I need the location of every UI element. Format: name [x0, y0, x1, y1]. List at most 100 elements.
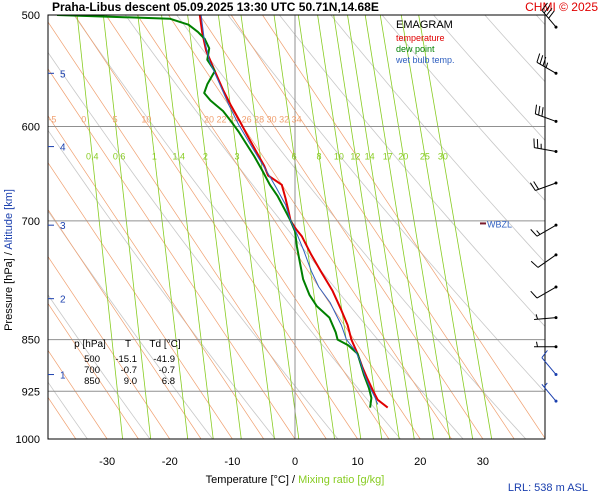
x-tick-label: -30 [99, 456, 115, 468]
isotherm-line [230, 15, 515, 439]
table-cell: -41.9 [153, 354, 175, 365]
wind-barb-shaft [534, 317, 557, 321]
table-cell: -0.7 [121, 365, 137, 376]
wind-barb-feather [541, 350, 548, 359]
isotherm-label: 20 [204, 115, 214, 125]
wind-barb-half-feather [536, 341, 538, 347]
y-axis-title: Pressure [hPa] / Altitude [km] [3, 189, 15, 331]
isotherm-line [48, 68, 296, 439]
wind-barb [530, 285, 558, 299]
isotherm-label: 24 [229, 115, 239, 125]
isotherm-label: 32 [279, 115, 289, 125]
y-axis-title-altitude: Altitude [km] [3, 189, 15, 250]
dry-adiabat-line [227, 15, 545, 393]
mixing-ratio-label: 25 [420, 151, 430, 161]
table-header: Td [°C] [149, 339, 180, 350]
isotherm-line [48, 162, 233, 439]
wind-barb-station [554, 71, 558, 75]
mixing-ratio-label: 20 [398, 151, 408, 161]
isotherm-line [48, 255, 171, 439]
x-axis-title-temperature: Temperature [°C] [206, 474, 289, 486]
isotherm-line [199, 15, 484, 439]
isotherm-line [262, 15, 545, 439]
copyright-label: CHMI © 2025 [525, 0, 598, 14]
pressure-tick-label: 1000 [16, 434, 40, 446]
wind-barb-feather [530, 229, 538, 237]
mixing-ratio-label: 0.6 [113, 151, 126, 161]
wind-barb [530, 223, 558, 237]
lrl-label: LRL: 538 m ASL [507, 482, 588, 494]
wind-barb-feather [543, 5, 551, 14]
wind-barb-station [554, 223, 558, 227]
mixing-ratio-line [76, 15, 123, 439]
isotherm-label: 22 [217, 115, 227, 125]
series-temperature [198, 15, 389, 409]
x-tick-label: -10 [224, 456, 240, 468]
mixing-ratio-label: 3 [234, 151, 239, 161]
wind-barb-station [554, 253, 558, 257]
table-cell: 6.8 [162, 376, 175, 387]
wind-barb-shaft [541, 383, 557, 402]
x-tick-label: 20 [414, 456, 426, 468]
wind-barb-feather [541, 107, 544, 117]
altitude-tick-label: 4 [60, 143, 66, 154]
wind-barb-feather [536, 53, 541, 63]
isotherm-line [48, 115, 264, 439]
wind-barb-station [554, 399, 558, 403]
wind-barb-feather [530, 290, 538, 299]
mixing-ratio-label: 0.4 [86, 151, 99, 161]
table-cell: 700 [84, 365, 100, 376]
isotherm-label: 30 [267, 115, 277, 125]
mixing-ratio-line [418, 15, 493, 439]
wind-barb-feather [538, 105, 541, 116]
wind-barb [530, 253, 558, 268]
wind-barb [536, 53, 558, 75]
isotherm-line [48, 21, 327, 439]
pressure-tick-label: 850 [22, 335, 40, 347]
isotherm-label: 28 [254, 115, 264, 125]
wind-barb-feather [534, 104, 538, 114]
mixing-ratio-label: 30 [438, 151, 448, 161]
isotherm-label: 5 [113, 115, 118, 125]
wind-barb-shaft [541, 357, 557, 375]
mixing-ratio-line [137, 15, 189, 439]
dry-adiabat-line [433, 15, 545, 141]
isotherm-label: 34 [292, 115, 302, 125]
mixing-ratio-label: 1.4 [172, 151, 185, 161]
wind-barb [534, 341, 558, 349]
isotherm-line [48, 302, 139, 439]
dry-adiabat-line [48, 294, 151, 439]
chart-legend: EMAGRAM temperature dew point wet bulb t… [396, 20, 455, 66]
x-axis-title: Temperature [°C] / Mixing ratio [g/kg] [206, 474, 385, 486]
table-cell: 9.0 [124, 376, 137, 387]
mixing-ratio-line [273, 15, 335, 439]
pressure-tick-label: 700 [22, 216, 40, 228]
wind-barb-shaft [541, 9, 557, 28]
x-tick-label: -20 [162, 456, 178, 468]
wind-barb-station [554, 149, 558, 153]
pressure-tick-label: 925 [22, 386, 40, 398]
wind-barb-shaft [534, 147, 557, 152]
mixing-ratio-line [364, 15, 434, 439]
mixing-ratio-line [400, 15, 474, 439]
wind-barb [541, 382, 558, 403]
wind-barb [533, 138, 558, 153]
table-cell: 500 [84, 354, 100, 365]
isotherm-label: -5 [48, 115, 56, 125]
isotherm-label: 10 [141, 115, 151, 125]
mixing-ratio-line [333, 15, 400, 439]
x-axis-title-mixing-ratio: Mixing ratio [g/kg] [298, 474, 384, 486]
wind-barb-feather [539, 55, 544, 65]
isotherm-label: 26 [242, 115, 252, 125]
chart-title: EMAGRAM [396, 19, 453, 31]
wind-barb-station [554, 119, 558, 123]
isotherm-line [74, 15, 358, 439]
mixing-ratio-line [379, 15, 451, 439]
mixing-ratio-label: 10 [334, 151, 344, 161]
wind-barb [534, 314, 558, 321]
table-cell: 850 [84, 376, 100, 387]
mixing-ratio-line [240, 15, 300, 439]
wind-barb-half-feather [536, 230, 541, 235]
x-tick-label: 10 [352, 456, 364, 468]
